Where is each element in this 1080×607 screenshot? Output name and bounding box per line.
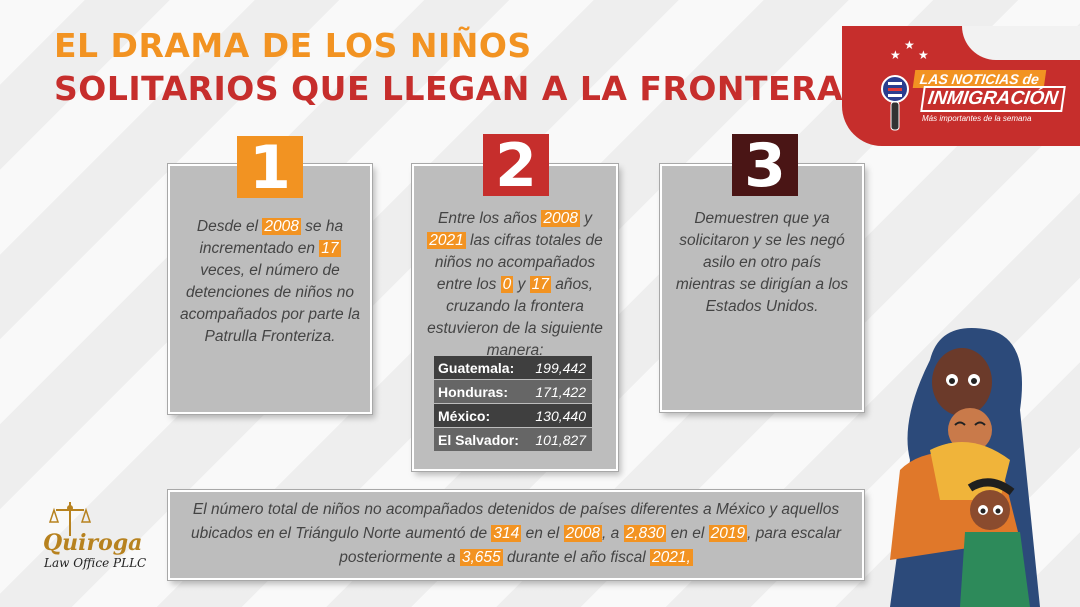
law-office-name: Quiroga (43, 530, 143, 556)
logo-notch (962, 26, 1080, 60)
highlight-number: 3,655 (459, 549, 503, 566)
page-title: EL DRAMA DE LOS NIÑOS SOLITARIOS QUE LLE… (54, 26, 843, 112)
news-logo: ★ ★ ★ LAS NOTICIAS de INMIGRACIÓN Más im… (842, 26, 1080, 146)
country-value: 199,442 (535, 359, 586, 376)
card-3-number: 3 (732, 134, 798, 198)
highlight-number: 2,830 (623, 525, 667, 542)
table-row: El Salvador: 101,827 (434, 428, 592, 451)
country-name: México: (438, 407, 491, 424)
highlight-number: 2008 (563, 525, 603, 542)
text-segment: en el (521, 525, 564, 542)
table-row: Honduras: 171,422 (434, 380, 592, 403)
highlight-number: 2021, (649, 549, 693, 566)
card-1: Desde el 2008 se ha incrementado en 17 v… (168, 164, 372, 414)
country-name: Guatemala: (438, 359, 515, 376)
text-segment: se ha incrementado en (199, 218, 344, 257)
card-2-number: 2 (483, 134, 549, 198)
text-segment: Demuestren que ya solicitaron y se les n… (675, 210, 849, 315)
highlight-number: 2008 (262, 218, 301, 235)
text-segment: en el (666, 525, 709, 542)
title-line-1: EL DRAMA DE LOS NIÑOS (54, 26, 532, 65)
text-segment: El número total de niños no acompañados … (190, 501, 840, 542)
table-row: Guatemala: 199,442 (434, 356, 592, 379)
highlight-number: 2021 (427, 232, 466, 249)
highlight-number: 2019 (708, 525, 748, 542)
country-name: Honduras: (438, 383, 508, 400)
card-1-number: 1 (237, 136, 303, 200)
microphone-icon (881, 75, 909, 131)
mother-children-illustration (890, 328, 1040, 607)
text-segment: las cifras totales de niños no acompañad… (434, 232, 603, 293)
star-icon: ★ (904, 38, 915, 52)
card-2-text: Entre los años 2008 y 2021 las cifras to… (418, 208, 612, 362)
highlight-number: 2008 (541, 210, 580, 227)
text-segment: años, cruzando la frontera estuvieron de… (427, 276, 603, 359)
summary-text: El número total de niños no acompañados … (176, 498, 856, 570)
text-segment: veces, el número de detenciones de niños… (179, 262, 361, 345)
card-3: Demuestren que ya solicitaron y se les n… (660, 164, 864, 412)
country-table: Guatemala: 199,442 Honduras: 171,422 Méxic… (434, 356, 592, 452)
country-value: 171,422 (535, 383, 586, 400)
highlight-number: 314 (491, 525, 522, 542)
law-office-sub: Law Office PLLC (44, 556, 147, 570)
text-segment: durante el año fiscal (502, 549, 650, 566)
country-name: El Salvador: (438, 431, 519, 448)
country-value: 101,827 (535, 431, 586, 448)
star-icon: ★ (890, 48, 901, 62)
country-value: 130,440 (535, 407, 586, 424)
text-segment: Desde el (196, 218, 263, 235)
summary-box: El número total de niños no acompañados … (168, 490, 864, 580)
scales-of-justice-icon (48, 502, 92, 536)
title-line-2: SOLITARIOS QUE LLEGAN A LA FRONTERA (54, 69, 844, 108)
highlight-number: 17 (319, 240, 341, 257)
highlight-number: 17 (529, 276, 551, 293)
text-segment: Entre los años (438, 210, 542, 227)
text-segment: , a (602, 525, 624, 542)
text-segment: , para escalar posteriormente a (339, 525, 841, 566)
text-segment: y (513, 276, 530, 293)
table-row: México: 130,440 (434, 404, 592, 427)
logo-line-2: INMIGRACIÓN (920, 86, 1066, 112)
text-segment: y (579, 210, 592, 227)
highlight-number: 0 (500, 276, 514, 293)
card-3-text: Demuestren que ya solicitaron y se les n… (672, 208, 852, 318)
logo-line-3: Más importantes de la semana (922, 114, 1032, 123)
star-icon: ★ (918, 48, 929, 62)
card-1-text: Desde el 2008 se ha incrementado en 17 v… (176, 216, 364, 348)
